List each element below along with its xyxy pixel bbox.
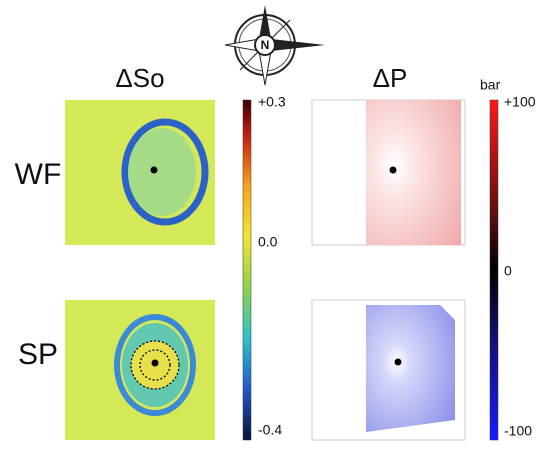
heatmap bbox=[311, 299, 466, 441]
colorbar-tick: 0.0 bbox=[258, 234, 278, 250]
compass: N bbox=[224, 5, 325, 86]
colorbar-tick: -0.4 bbox=[258, 422, 282, 438]
colorbar-tick: +0.3 bbox=[258, 94, 286, 110]
row-label: SP bbox=[18, 338, 58, 371]
colorbar-tick: +100 bbox=[504, 94, 536, 110]
colorbar-unit: bar bbox=[480, 77, 501, 93]
column-title: ΔSo bbox=[115, 63, 164, 93]
row-label: WF bbox=[15, 158, 62, 191]
compass-label: N bbox=[261, 38, 270, 52]
colorbar bbox=[489, 99, 499, 441]
heatmap bbox=[65, 300, 215, 440]
colorbar-tick: -100 bbox=[504, 423, 532, 439]
heatmap bbox=[311, 99, 466, 246]
heatmap bbox=[65, 100, 215, 245]
colorbar bbox=[242, 99, 252, 441]
colorbar-tick: 0 bbox=[504, 263, 512, 279]
column-title: ΔP bbox=[373, 63, 408, 93]
